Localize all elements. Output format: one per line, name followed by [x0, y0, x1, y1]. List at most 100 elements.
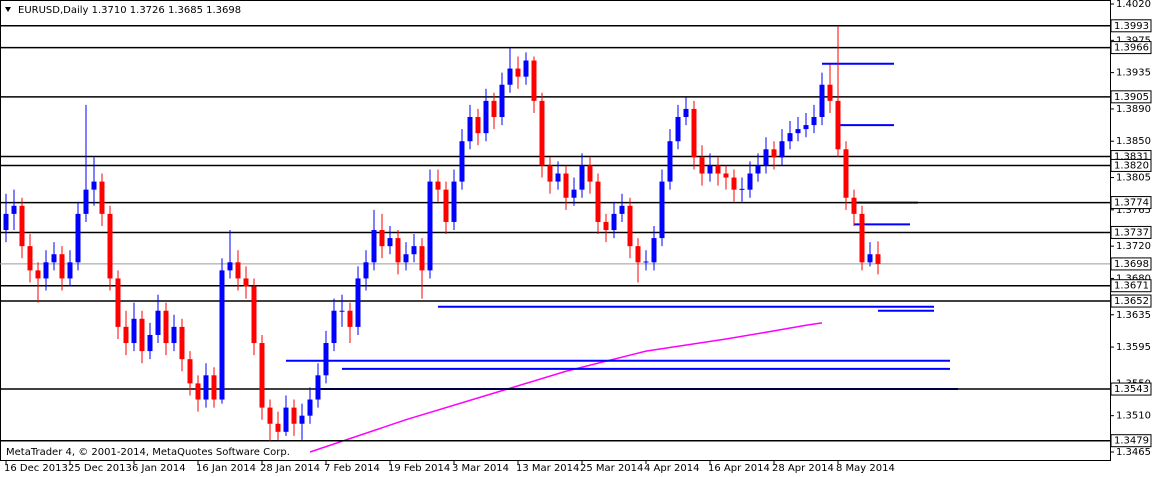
level-label-box — [1110, 294, 1152, 308]
candle-body — [339, 310, 345, 312]
y-tick-label: 1.3595 — [1116, 342, 1151, 353]
candle-body — [155, 310, 161, 335]
candle-body — [179, 326, 185, 360]
candle-body — [163, 310, 169, 344]
candle-body — [171, 326, 177, 344]
candle-body — [459, 141, 465, 182]
candle-body — [843, 149, 849, 198]
candle-body — [595, 181, 601, 222]
candle-body — [451, 181, 457, 222]
candle-body — [723, 173, 729, 178]
candle-body — [867, 254, 873, 263]
level-label: 1.3820 — [1114, 160, 1149, 171]
level-label-box — [1110, 279, 1152, 293]
level-label: 1.3652 — [1114, 296, 1149, 307]
candle-body — [419, 246, 425, 271]
candle-body — [43, 262, 49, 279]
candle-body — [251, 286, 257, 344]
candle-body — [131, 318, 137, 344]
y-tick-label: 1.3935 — [1116, 68, 1151, 79]
x-tick-label: 28 Jan 2014 — [260, 463, 320, 474]
candle-body — [467, 117, 473, 142]
candle-body — [59, 254, 65, 279]
candle-body — [403, 254, 409, 263]
candle-body — [11, 205, 17, 214]
candle-body — [315, 375, 321, 400]
y-tick-label: 1.3635 — [1116, 310, 1151, 321]
level-label-box — [1110, 434, 1152, 448]
candle-body — [499, 84, 505, 118]
candle-body — [635, 246, 641, 263]
x-tick-label: 13 Mar 2014 — [516, 463, 579, 474]
candle-body — [83, 189, 89, 214]
level-label-box — [1110, 90, 1152, 104]
level-label: 1.3479 — [1114, 436, 1149, 447]
candle-body — [571, 189, 577, 198]
y-tick-label: 1.3975 — [1116, 35, 1151, 46]
candle-body — [699, 157, 705, 174]
y-tick-label: 1.3850 — [1116, 136, 1151, 147]
candle-body — [555, 173, 561, 182]
candle-body — [219, 270, 225, 400]
candle-body — [859, 213, 865, 263]
candle-body — [619, 205, 625, 214]
candle-body — [99, 181, 105, 214]
candle-body — [491, 100, 497, 118]
candle-body — [123, 326, 129, 344]
candle-body — [267, 407, 273, 424]
candle-body — [523, 60, 529, 77]
candle-body — [283, 407, 289, 432]
candle-body — [411, 246, 417, 255]
candle-body — [651, 238, 657, 263]
candle-body — [275, 423, 281, 432]
candle-body — [211, 375, 217, 400]
candle-body — [803, 125, 809, 130]
candle-body — [787, 133, 793, 142]
candle-body — [747, 173, 753, 190]
candle-body — [19, 205, 25, 247]
candle-body — [875, 254, 881, 264]
candle-body — [675, 117, 681, 142]
candle-body — [443, 189, 449, 222]
candle-body — [291, 407, 297, 424]
candle-body — [67, 262, 73, 279]
candle-body — [763, 149, 769, 166]
candle-body — [115, 278, 121, 327]
candle-body — [475, 117, 481, 134]
menu-arrow[interactable] — [5, 7, 11, 12]
candle-body — [627, 205, 633, 247]
candle-body — [643, 261, 649, 263]
x-tick-label: 8 May 2014 — [836, 463, 895, 474]
copyright: MetaTrader 4, © 2001-2014, MetaQuotes So… — [6, 447, 290, 458]
price-label: 1.3698 — [1114, 259, 1149, 270]
candle-body — [755, 165, 761, 174]
y-tick-label: 1.3465 — [1116, 447, 1151, 458]
x-tick-label: 7 Feb 2014 — [324, 463, 380, 474]
level-label: 1.3966 — [1114, 43, 1149, 54]
y-tick-label: 1.3720 — [1116, 241, 1151, 252]
candle-body — [235, 262, 241, 279]
candle-body — [435, 181, 441, 190]
candle-body — [307, 399, 313, 416]
candle-body — [691, 108, 697, 158]
candle-body — [819, 84, 825, 118]
x-tick-label: 4 Apr 2014 — [644, 463, 699, 474]
y-tick-label: 1.3805 — [1116, 173, 1151, 184]
candle-body — [323, 343, 329, 376]
candle-body — [387, 238, 393, 247]
candle-body — [579, 165, 585, 190]
candle-body — [195, 383, 201, 400]
candle-body — [75, 213, 81, 263]
x-tick-label: 16 Jan 2014 — [196, 463, 256, 474]
candle-body — [731, 177, 737, 190]
candle-body — [811, 117, 817, 126]
plot-frame — [0, 0, 1111, 461]
level-label-box — [1110, 19, 1152, 33]
candle-body — [547, 165, 553, 182]
x-tick-label: 16 Dec 2013 — [4, 463, 68, 474]
candle-body — [347, 310, 353, 327]
candle-body — [91, 181, 97, 190]
candle-body — [667, 141, 673, 182]
price-label-box — [1110, 257, 1152, 271]
moving-average — [309, 322, 823, 453]
